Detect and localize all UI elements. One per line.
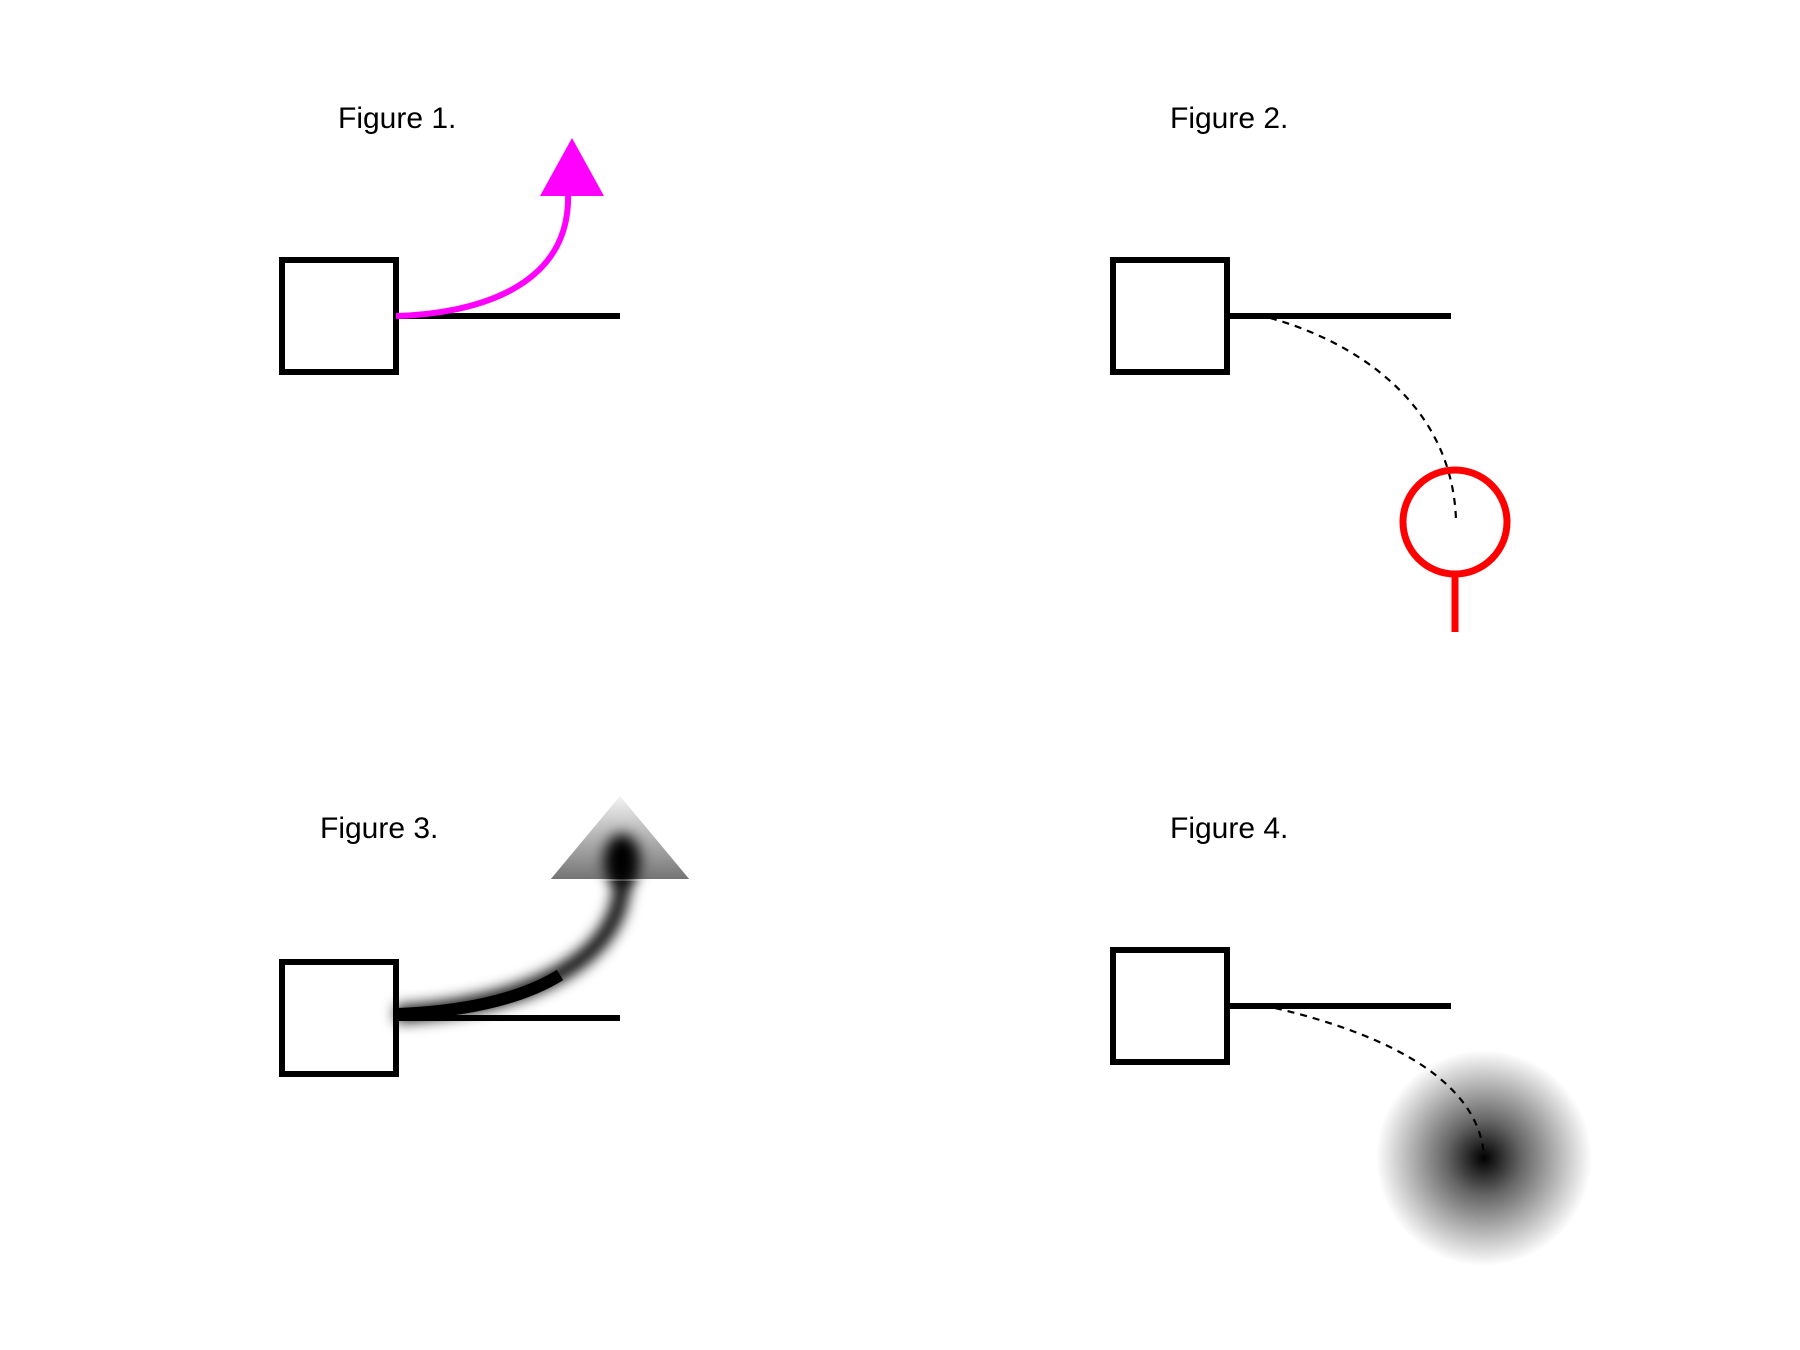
blurred-arrow-icon bbox=[550, 796, 690, 886]
figure-1: Figure 1. bbox=[279, 102, 620, 375]
figure-2-label: Figure 2. bbox=[1170, 102, 1288, 135]
blurred-dot-icon bbox=[1376, 1050, 1592, 1266]
pin-icon bbox=[1399, 466, 1511, 632]
figure-3: Figure 3. bbox=[279, 796, 690, 1077]
figure-4-label: Figure 4. bbox=[1170, 812, 1288, 845]
figure-4-box bbox=[1110, 947, 1230, 1065]
figure-3-label: Figure 3. bbox=[320, 812, 438, 845]
figure-4: Figure 4. bbox=[1110, 812, 1592, 1266]
figure-1-curve bbox=[395, 191, 572, 319]
arrow-icon bbox=[540, 138, 604, 196]
figure-2-dashed-path bbox=[1269, 316, 1458, 521]
figure-3-box bbox=[279, 959, 399, 1077]
figure-1-label: Figure 1. bbox=[338, 102, 456, 135]
figure-3-curve-solid bbox=[395, 969, 564, 1020]
figure-2: Figure 2. bbox=[1110, 102, 1511, 632]
figure-2-box bbox=[1110, 257, 1230, 375]
figure-1-box bbox=[279, 257, 399, 375]
